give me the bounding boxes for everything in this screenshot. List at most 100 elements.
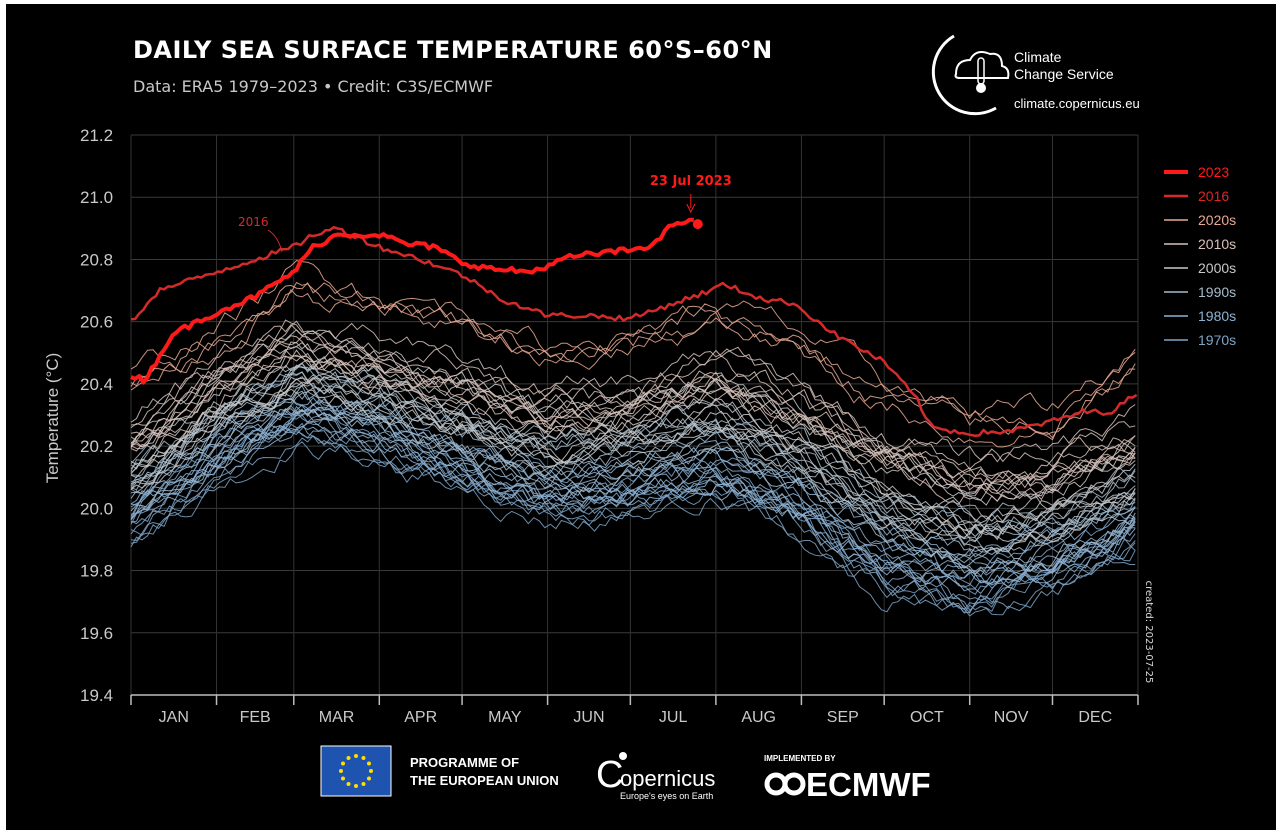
x-tick-label: NOV	[994, 709, 1029, 726]
decade-line-1980s	[130, 404, 1136, 573]
sst-chart: DAILY SEA SURFACE TEMPERATURE 60°S–60°N …	[43, 34, 1236, 803]
chart-title: DAILY SEA SURFACE TEMPERATURE 60°S–60°N	[133, 36, 773, 64]
series-layer	[130, 217, 1138, 617]
chart-legend: 2023 2016 2020s 2010s 2000s 1990s 1980s 1970s	[1164, 164, 1236, 348]
x-tick-label: SEP	[827, 709, 859, 726]
cloud-icon	[954, 51, 1010, 79]
eu-star	[346, 756, 351, 761]
eu-star	[339, 769, 343, 773]
latest-point-marker	[692, 219, 703, 230]
programme-line-1: PROGRAMME OF	[410, 755, 519, 770]
x-tick-label: APR	[404, 709, 437, 726]
x-tick-label: FEB	[240, 709, 271, 726]
chart-frame: DAILY SEA SURFACE TEMPERATURE 60°S–60°N …	[6, 4, 1276, 830]
annotation-leader-2016	[267, 229, 283, 253]
chart-subtitle: Data: ERA5 1979–2023 • Credit: C3S/ECMWF	[133, 77, 493, 96]
decade-line-1980s	[130, 412, 1136, 576]
legend-label: 2010s	[1198, 236, 1236, 252]
decade-line-1990s	[130, 387, 1136, 576]
chart-axes: 19.4 19.6 19.8 20.0 20.2 20.4 20.6 20.8 21.0 21.2…	[80, 126, 1139, 726]
eu-star	[341, 776, 346, 781]
decade-line-1970s	[130, 435, 1136, 614]
footer-logos: PROGRAMME OF THE EUROPEAN UNION C operni…	[320, 745, 931, 803]
decade-line-2010s	[130, 354, 1136, 495]
eu-star	[361, 781, 366, 786]
legend-label: 1980s	[1198, 308, 1236, 324]
eu-star	[346, 781, 351, 786]
decade-line-2010s	[130, 319, 1136, 468]
y-tick-label: 20.8	[80, 250, 113, 269]
decade-line-1990s	[130, 371, 1136, 547]
legend-label: 2023	[1198, 164, 1229, 180]
created-watermark: created: 2023-07-25	[1143, 581, 1154, 684]
decade-line-2000s	[130, 358, 1136, 524]
thermometer-bulb-icon	[976, 83, 986, 93]
decade-line-2020s	[130, 281, 1136, 435]
annotation-label-2016: 2016	[238, 215, 269, 229]
ecmwf-symbol-icon	[764, 772, 806, 796]
brand-line-1: Climate	[1014, 49, 1062, 65]
annotation-label-2023: 23 Jul 2023	[650, 174, 732, 189]
decade-line-2010s	[130, 355, 1136, 505]
decade-line-1970s	[130, 424, 1136, 614]
decade-line-2010s	[130, 335, 1136, 502]
eu-flag-logo	[320, 745, 392, 797]
decade-line-2000s	[130, 377, 1136, 536]
y-tick-label: 20.6	[80, 313, 113, 332]
brand-line-2: Change Service	[1014, 66, 1114, 82]
thermometer-icon	[977, 57, 985, 85]
copernicus-tagline: Europe's eyes on Earth	[620, 791, 713, 801]
decade-line-2010s	[130, 349, 1136, 489]
decade-line-2000s	[130, 358, 1136, 542]
y-axis-label: Temperature (°C)	[43, 353, 62, 484]
x-tick-label: MAR	[319, 709, 355, 726]
x-tick-label: MAY	[488, 709, 522, 726]
decade-line-1980s	[130, 394, 1136, 553]
eu-star	[354, 754, 358, 758]
legend-label: 1970s	[1198, 332, 1236, 348]
programme-line-2: THE EUROPEAN UNION	[410, 773, 559, 788]
logo-arc	[931, 34, 997, 116]
y-tick-label: 19.8	[80, 562, 113, 581]
x-tick-label: JUN	[573, 709, 604, 726]
y-tick-label: 20.2	[80, 437, 113, 456]
y-tick-label: 20.0	[80, 499, 113, 518]
copernicus-c-letter: C	[596, 754, 623, 796]
annotation-arrowhead	[686, 203, 696, 214]
decade-line-1990s	[130, 408, 1136, 569]
decade-line-2010s	[130, 341, 1136, 481]
decade-line-2000s	[130, 373, 1136, 543]
eu-star	[361, 756, 366, 761]
brand-url: climate.copernicus.eu	[1014, 96, 1140, 111]
decade-line-2000s	[130, 375, 1136, 524]
decade-line-1970s	[130, 441, 1136, 617]
eu-stars	[339, 754, 373, 788]
decade-line-2000s	[130, 341, 1136, 506]
ecmwf-logo: IMPLEMENTED BY ECMWF	[764, 754, 931, 803]
x-tick-label: AUG	[741, 709, 776, 726]
series-line-2023	[130, 217, 694, 385]
eu-star	[354, 784, 358, 788]
chart-annotations: 23 Jul 2023 2016	[238, 174, 732, 253]
y-tick-label: 19.6	[80, 624, 113, 643]
implemented-by-label: IMPLEMENTED BY	[764, 754, 836, 763]
decade-line-1990s	[130, 382, 1136, 540]
x-tick-label: DEC	[1078, 709, 1112, 726]
eu-star	[366, 761, 371, 766]
decade-line-2020s	[130, 288, 1136, 448]
copernicus-logo: C opernicus Europe's eyes on Earth	[596, 752, 715, 801]
legend-label: 2016	[1198, 188, 1229, 204]
y-tick-label: 21.0	[80, 188, 113, 207]
copernicus-wordmark: opernicus	[620, 766, 715, 791]
decade-line-1990s	[130, 384, 1136, 553]
y-tick-label: 21.2	[80, 126, 113, 145]
decade-line-2010s	[130, 322, 1136, 470]
y-tick-label: 20.4	[80, 375, 113, 394]
decade-line-1980s	[130, 425, 1136, 586]
x-tick-label: OCT	[910, 709, 944, 726]
legend-label: 1990s	[1198, 284, 1236, 300]
x-tick-label: JAN	[159, 709, 189, 726]
decade-line-1970s	[130, 414, 1136, 611]
copernicus-orbit-icon	[619, 752, 627, 760]
eu-star	[366, 776, 371, 781]
